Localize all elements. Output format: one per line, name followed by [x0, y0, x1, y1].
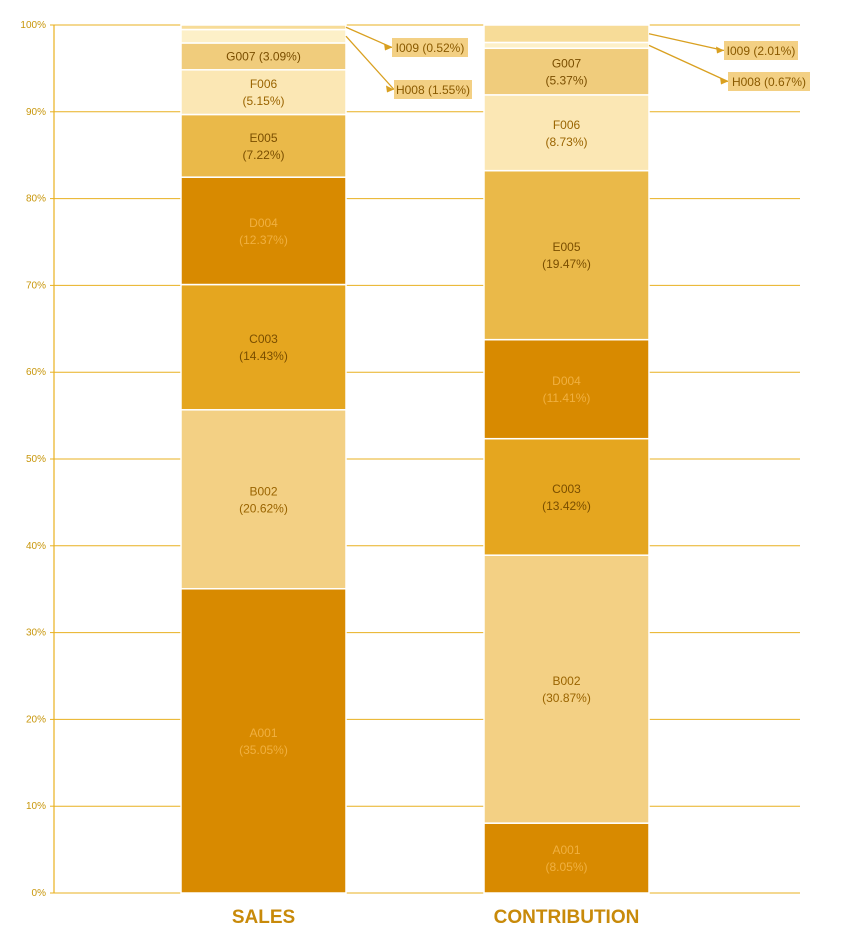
- segment-value-label: (20.62%): [239, 501, 288, 515]
- bar-segment: [180, 176, 347, 286]
- callout-arrow-icon: [716, 46, 724, 54]
- bar-segment: [483, 94, 650, 172]
- y-tick-label: 40%: [26, 541, 46, 552]
- segment-value-label: (13.42%): [542, 499, 591, 513]
- segment-value-label: (14.43%): [239, 349, 288, 363]
- callout-label: I009 (2.01%): [727, 44, 796, 58]
- callout-box: [728, 72, 810, 91]
- segment-value-label: (35.05%): [239, 743, 288, 757]
- category-labels: SALES CONTRIBUTION: [232, 907, 640, 928]
- bar-segment: [180, 24, 347, 31]
- segment-label: E005: [249, 131, 277, 145]
- segment-label: D004: [249, 216, 278, 230]
- segment-label: C003: [249, 332, 278, 346]
- segment-value-label: (5.15%): [242, 94, 284, 108]
- callout-box: [394, 80, 472, 99]
- bar-segment: [180, 42, 347, 71]
- callout-label: H008 (1.55%): [396, 83, 470, 97]
- segment-label: F006: [250, 77, 278, 91]
- bar-segment: [483, 47, 650, 96]
- segment-label: B002: [552, 674, 580, 688]
- segment-label: F006: [553, 118, 581, 132]
- category-label: SALES: [232, 907, 295, 928]
- y-tick-label: 90%: [26, 107, 46, 118]
- callouts: I009 (0.52%) H008 (1.55%) I009 (2.01%) H008…: [345, 26, 810, 99]
- segment-value-label: (8.73%): [545, 135, 587, 149]
- y-tick-label: 100%: [20, 20, 46, 31]
- segment-inline-label: G007 (3.09%): [226, 49, 301, 63]
- callout-leader: [345, 35, 395, 90]
- y-tick-label: 0%: [32, 888, 47, 899]
- y-tick-label: 50%: [26, 454, 46, 465]
- bar-segment: [180, 588, 347, 894]
- bars: A001 (35.05%) B002 (20.62%) C003 (14.43%) D004…: [180, 24, 650, 894]
- segment-label: E005: [552, 240, 580, 254]
- bar-segment: [483, 822, 650, 894]
- callout-leader: [648, 44, 729, 83]
- y-tick-label: 80%: [26, 194, 46, 205]
- bar-segment: [483, 554, 650, 824]
- segment-label: C003: [552, 482, 581, 496]
- bar-segment: [180, 28, 347, 44]
- callout-arrow-icon: [386, 85, 394, 93]
- bar-segment: [483, 338, 650, 440]
- segment-label: A001: [249, 726, 277, 740]
- segment-value-label: (30.87%): [542, 691, 591, 705]
- segment-value-label: (11.41%): [543, 391, 591, 405]
- segment-value-label: (8.05%): [545, 860, 587, 874]
- bar-segment: [483, 169, 650, 341]
- y-tick-label: 30%: [26, 628, 46, 639]
- callout-label: H008 (0.67%): [732, 75, 806, 89]
- category-label: CONTRIBUTION: [494, 907, 640, 928]
- segment-label: D004: [552, 374, 581, 388]
- segment-label: A001: [552, 843, 580, 857]
- segment-value-label: (19.47%): [542, 257, 591, 271]
- y-tick-label: 20%: [26, 714, 46, 725]
- segment-label: B002: [249, 484, 277, 498]
- callout-label: I009 (0.52%): [396, 41, 465, 55]
- bar-segment: [483, 437, 650, 556]
- y-tick-label: 10%: [26, 801, 46, 812]
- gridlines: [53, 24, 800, 894]
- segment-value-label: (7.22%): [242, 148, 284, 162]
- segment-label: G007: [552, 57, 582, 71]
- callout-arrow-icon: [720, 77, 728, 85]
- y-tick-label: 60%: [26, 367, 46, 378]
- bar-segment: [180, 409, 347, 590]
- callout-arrow-icon: [384, 43, 392, 51]
- y-axis-ticks: 0% 10% 20% 30% 40% 50% 60% 70% 80% 90% 100%: [20, 20, 54, 899]
- callout-leader: [648, 33, 725, 52]
- bar-segment: [483, 41, 650, 50]
- segment-value-label: (5.37%): [545, 74, 587, 88]
- bar-segment: [483, 24, 650, 44]
- segment-value-label: (12.37%): [239, 233, 288, 247]
- bar-segment: [180, 113, 347, 178]
- bar-segment: [180, 283, 347, 411]
- callout-box: [392, 38, 468, 57]
- y-tick-label: 70%: [26, 280, 46, 291]
- callout-box: [724, 41, 798, 60]
